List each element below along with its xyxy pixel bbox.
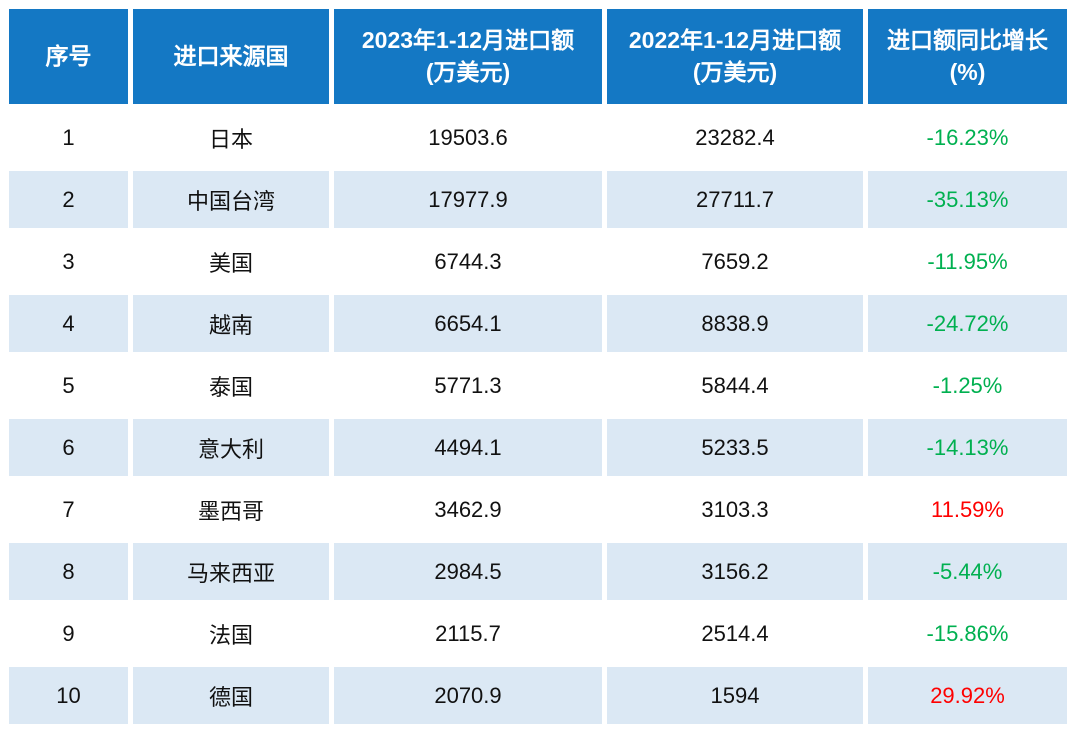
serial-cell: 3 bbox=[9, 233, 128, 290]
serial-cell: 2 bbox=[9, 171, 128, 228]
country-cell: 日本 bbox=[133, 109, 329, 166]
amount-2022-cell: 5233.5 bbox=[607, 419, 863, 476]
country-cell: 墨西哥 bbox=[133, 481, 329, 538]
column-header-2022-unit: (万美元) bbox=[692, 58, 778, 85]
amount-2022-cell: 5844.4 bbox=[607, 357, 863, 414]
country-cell: 意大利 bbox=[133, 419, 329, 476]
amount-2022-cell: 8838.9 bbox=[607, 295, 863, 352]
amount-2022-cell: 3103.3 bbox=[607, 481, 863, 538]
column-header-serial-label: 序号 bbox=[45, 42, 92, 69]
table-row: 2 中国台湾 17977.9 27711.7 -35.13% bbox=[9, 171, 1067, 228]
country-cell: 德国 bbox=[133, 667, 329, 724]
country-cell: 泰国 bbox=[133, 357, 329, 414]
table-row: 5 泰国 5771.3 5844.4 -1.25% bbox=[9, 357, 1067, 414]
amount-2022-cell: 27711.7 bbox=[607, 171, 863, 228]
growth-cell: 11.59% bbox=[868, 481, 1067, 538]
column-header-2022-amount: 2022年1-12月进口额 (万美元) bbox=[607, 9, 863, 104]
amount-2023-cell: 17977.9 bbox=[334, 171, 602, 228]
amount-2022-cell: 23282.4 bbox=[607, 109, 863, 166]
column-header-2023-amount: 2023年1-12月进口额 (万美元) bbox=[334, 9, 602, 104]
table-row: 3 美国 6744.3 7659.2 -11.95% bbox=[9, 233, 1067, 290]
table-row: 4 越南 6654.1 8838.9 -24.72% bbox=[9, 295, 1067, 352]
amount-2023-cell: 4494.1 bbox=[334, 419, 602, 476]
column-header-2023-unit: (万美元) bbox=[425, 58, 511, 85]
growth-cell: -14.13% bbox=[868, 419, 1067, 476]
column-header-growth-label: 进口额同比增长 bbox=[887, 27, 1048, 54]
serial-cell: 10 bbox=[9, 667, 128, 724]
table-row: 1 日本 19503.6 23282.4 -16.23% bbox=[9, 109, 1067, 166]
table-row: 10 德国 2070.9 1594 29.92% bbox=[9, 667, 1067, 724]
table-row: 7 墨西哥 3462.9 3103.3 11.59% bbox=[9, 481, 1067, 538]
growth-cell: -16.23% bbox=[868, 109, 1067, 166]
growth-cell: -5.44% bbox=[868, 543, 1067, 600]
serial-cell: 5 bbox=[9, 357, 128, 414]
amount-2023-cell: 2984.5 bbox=[334, 543, 602, 600]
column-header-growth: 进口额同比增长 (%) bbox=[868, 9, 1067, 104]
growth-cell: -35.13% bbox=[868, 171, 1067, 228]
country-cell: 法国 bbox=[133, 605, 329, 662]
growth-cell: -24.72% bbox=[868, 295, 1067, 352]
table-body: 1 日本 19503.6 23282.4 -16.23% 2 中国台湾 1797… bbox=[9, 109, 1067, 724]
import-source-table: 序号 进口来源国 2023年1-12月进口额 (万美元) 2022年1-12月进口… bbox=[4, 4, 1072, 729]
column-header-country: 进口来源国 bbox=[133, 9, 329, 104]
growth-cell: -11.95% bbox=[868, 233, 1067, 290]
growth-cell: -1.25% bbox=[868, 357, 1067, 414]
country-cell: 越南 bbox=[133, 295, 329, 352]
serial-cell: 6 bbox=[9, 419, 128, 476]
growth-cell: 29.92% bbox=[868, 667, 1067, 724]
column-header-serial: 序号 bbox=[9, 9, 128, 104]
serial-cell: 9 bbox=[9, 605, 128, 662]
serial-cell: 1 bbox=[9, 109, 128, 166]
table-row: 6 意大利 4494.1 5233.5 -14.13% bbox=[9, 419, 1067, 476]
growth-cell: -15.86% bbox=[868, 605, 1067, 662]
serial-cell: 4 bbox=[9, 295, 128, 352]
amount-2022-cell: 7659.2 bbox=[607, 233, 863, 290]
amount-2023-cell: 5771.3 bbox=[334, 357, 602, 414]
serial-cell: 7 bbox=[9, 481, 128, 538]
amount-2022-cell: 1594 bbox=[607, 667, 863, 724]
country-cell: 美国 bbox=[133, 233, 329, 290]
amount-2023-cell: 2070.9 bbox=[334, 667, 602, 724]
table-row: 9 法国 2115.7 2514.4 -15.86% bbox=[9, 605, 1067, 662]
amount-2022-cell: 3156.2 bbox=[607, 543, 863, 600]
amount-2023-cell: 6744.3 bbox=[334, 233, 602, 290]
amount-2022-cell: 2514.4 bbox=[607, 605, 863, 662]
amount-2023-cell: 3462.9 bbox=[334, 481, 602, 538]
amount-2023-cell: 6654.1 bbox=[334, 295, 602, 352]
serial-cell: 8 bbox=[9, 543, 128, 600]
amount-2023-cell: 19503.6 bbox=[334, 109, 602, 166]
column-header-2022-label: 2022年1-12月进口额 bbox=[628, 27, 842, 54]
country-cell: 马来西亚 bbox=[133, 543, 329, 600]
table-header: 序号 进口来源国 2023年1-12月进口额 (万美元) 2022年1-12月进口… bbox=[9, 9, 1067, 104]
table-row: 8 马来西亚 2984.5 3156.2 -5.44% bbox=[9, 543, 1067, 600]
column-header-2023-label: 2023年1-12月进口额 bbox=[361, 27, 575, 54]
country-cell: 中国台湾 bbox=[133, 171, 329, 228]
column-header-growth-unit: (%) bbox=[949, 58, 986, 85]
header-row: 序号 进口来源国 2023年1-12月进口额 (万美元) 2022年1-12月进口… bbox=[9, 9, 1067, 104]
column-header-country-label: 进口来源国 bbox=[173, 42, 289, 69]
amount-2023-cell: 2115.7 bbox=[334, 605, 602, 662]
